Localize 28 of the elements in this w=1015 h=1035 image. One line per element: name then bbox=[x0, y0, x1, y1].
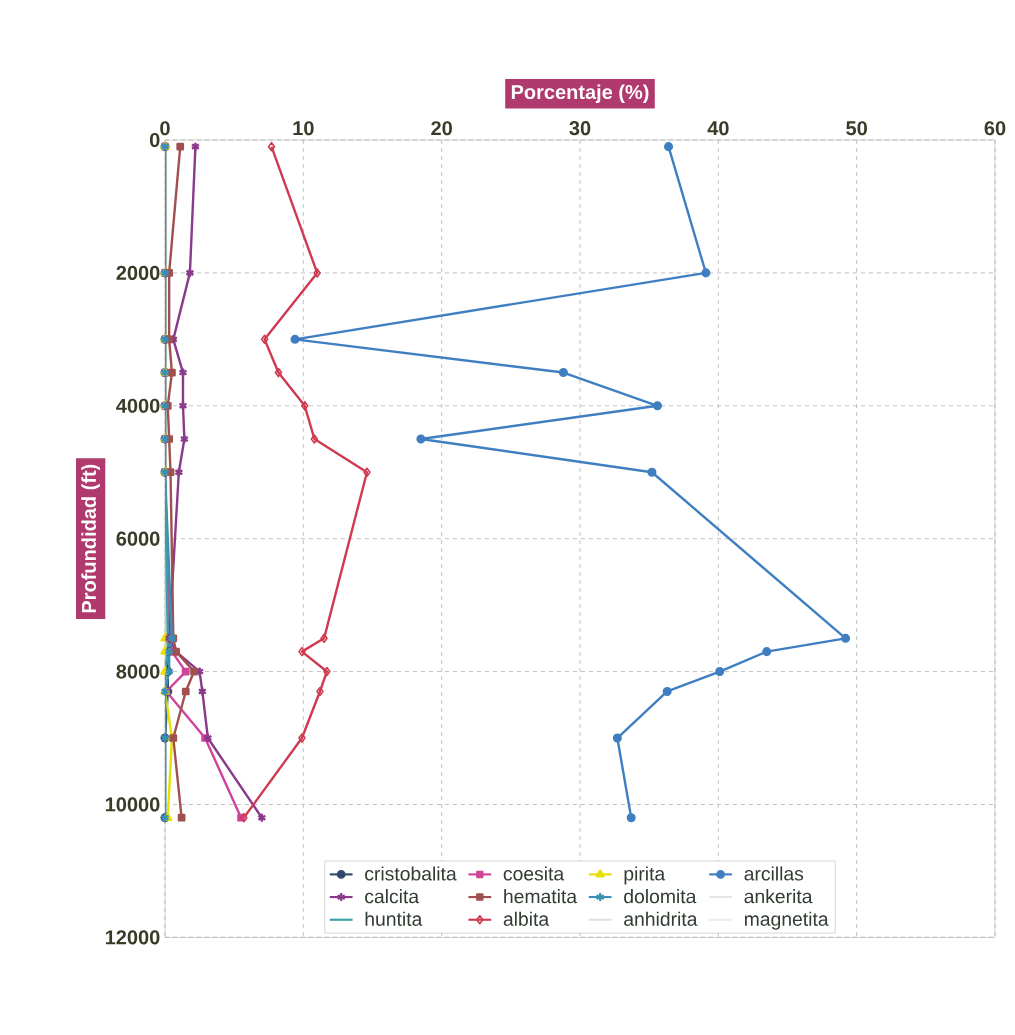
x-tick-label: 40 bbox=[707, 121, 729, 136]
y-tick-label: 2000 bbox=[116, 265, 160, 280]
x-tick-label: 10 bbox=[293, 121, 314, 136]
x-axis-title: Porcentaje (%) bbox=[511, 84, 649, 104]
legend-label: magnetita bbox=[744, 911, 829, 930]
legend-label: cristobalita bbox=[365, 866, 457, 881]
legend-label: albita bbox=[503, 911, 550, 926]
y-axis-title: Profundidad (ft) bbox=[81, 464, 100, 613]
x-tick-label: 50 bbox=[846, 121, 867, 136]
legend-label: dolomita bbox=[624, 889, 697, 904]
y-tick-label: 8000 bbox=[116, 664, 160, 679]
x-tick-label: 20 bbox=[431, 121, 452, 136]
legend-label: pirita bbox=[624, 866, 666, 885]
y-tick-label: 10000 bbox=[105, 797, 160, 812]
legend-label: huntita bbox=[365, 911, 423, 926]
legend-label: arcillas bbox=[744, 866, 804, 881]
legend-label: anhidrita bbox=[624, 911, 698, 926]
legend-label: calcita bbox=[365, 889, 420, 904]
y-tick-label: 4000 bbox=[116, 398, 160, 413]
y-tick-label: 6000 bbox=[116, 531, 160, 546]
x-tick-label: 30 bbox=[569, 121, 591, 136]
x-tick-label: 60 bbox=[984, 121, 1006, 136]
x-tick-label: 0 bbox=[160, 121, 170, 136]
legend-label: ankerita bbox=[744, 889, 813, 904]
y-tick-label: 12000 bbox=[105, 930, 160, 945]
y-tick-label: 0 bbox=[149, 132, 160, 148]
legend-label: hematita bbox=[504, 889, 578, 904]
legend-label: coesita bbox=[503, 866, 565, 881]
